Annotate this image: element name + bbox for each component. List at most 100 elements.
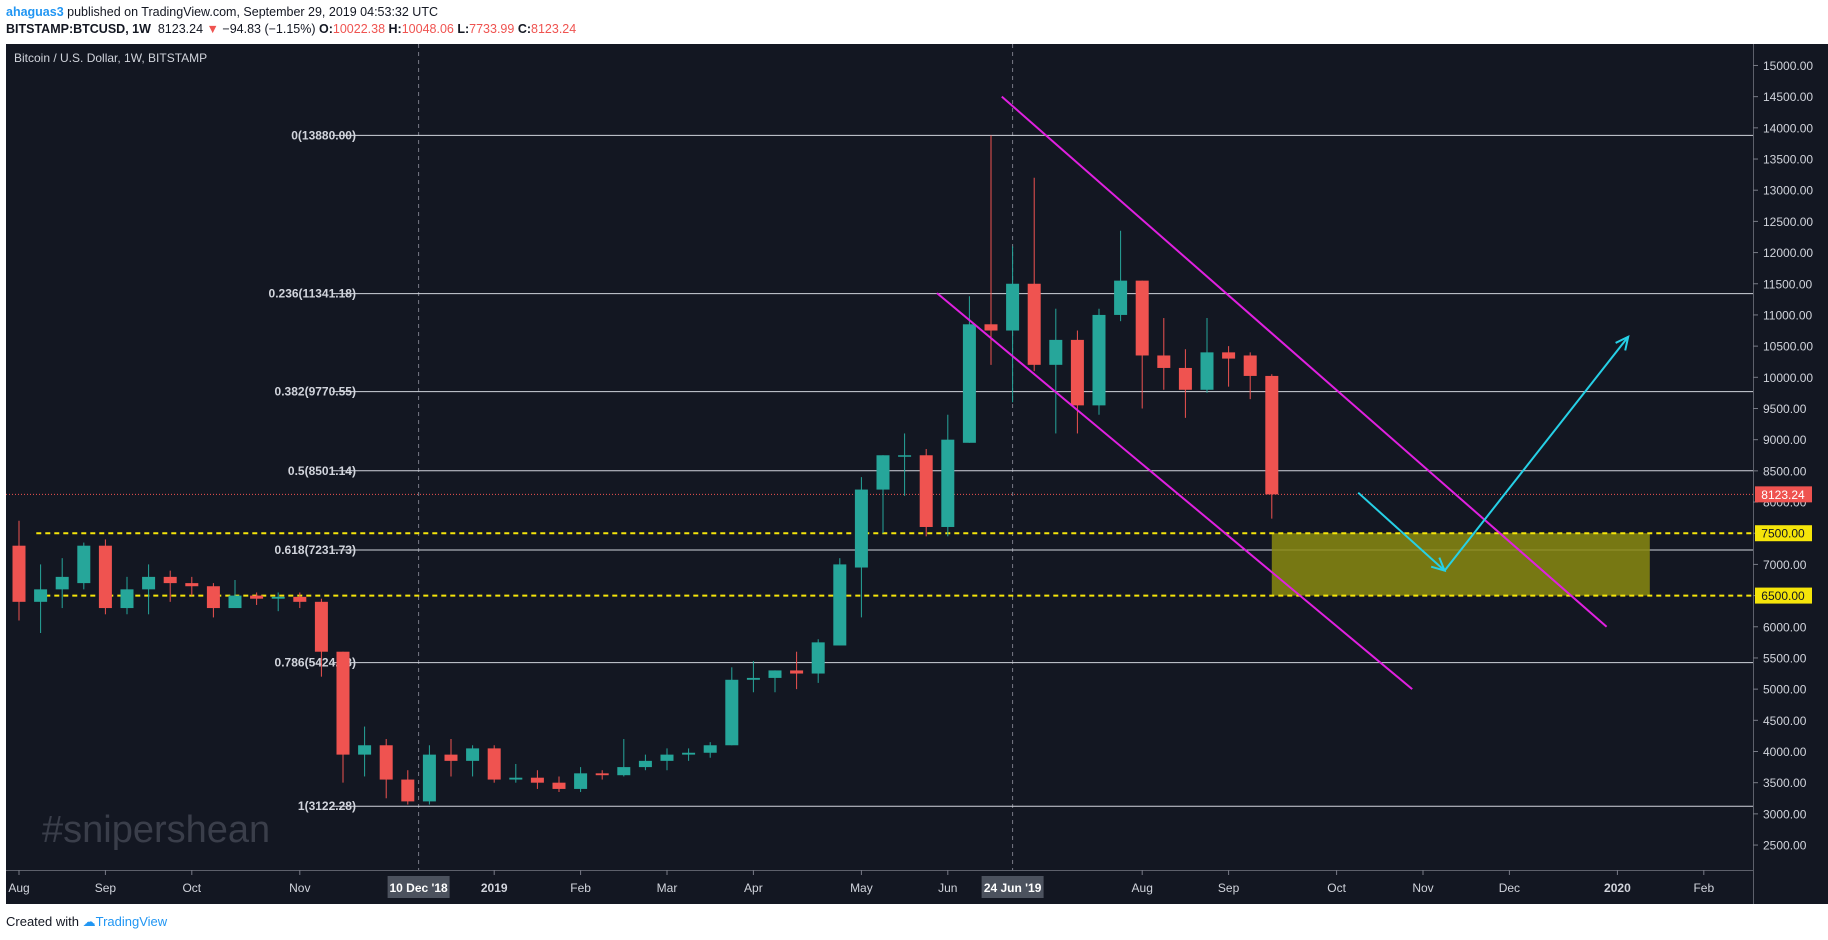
candle-body	[1222, 352, 1236, 359]
forecast-arrowhead-down	[1430, 557, 1447, 573]
candle-body	[574, 773, 588, 789]
candle-body	[228, 595, 242, 609]
y-tick-label: 8500.00	[1763, 464, 1807, 478]
candle-body	[833, 564, 847, 646]
y-tick-label: 10000.00	[1763, 371, 1813, 385]
candle-body	[185, 583, 199, 587]
candle-body	[77, 545, 91, 584]
y-tick-label: 13500.00	[1763, 153, 1813, 167]
candle-body	[1135, 280, 1149, 356]
candle-body	[1070, 339, 1084, 406]
candle-body	[293, 596, 307, 602]
candle-body	[401, 779, 415, 802]
candle-body	[55, 576, 69, 590]
x-tick-label: May	[850, 881, 873, 895]
y-tick-label: 15000.00	[1763, 59, 1813, 73]
x-tick-label: Nov	[289, 881, 310, 895]
candle-body	[768, 670, 782, 678]
last-price-label: 8123.24	[1761, 488, 1805, 502]
last-price-box	[1755, 486, 1812, 503]
candle-body	[984, 324, 998, 331]
x-tick-label: 2019	[481, 881, 508, 895]
candle-body	[1157, 355, 1171, 368]
candle-body	[1178, 367, 1192, 390]
horizontal-level-price-box	[1755, 525, 1812, 542]
candle-body	[1027, 283, 1041, 365]
y-tick-label: 3500.00	[1763, 776, 1807, 790]
y-tick-label: 2500.00	[1763, 839, 1807, 853]
candle-body	[638, 760, 652, 768]
y-tick-label: 3000.00	[1763, 807, 1807, 821]
candle-body	[379, 745, 393, 780]
x-tick-label: Feb	[570, 881, 591, 895]
x-tick-label: Oct	[1327, 881, 1346, 895]
fib-level-label: 0.382(9770.55)	[275, 385, 356, 399]
y-tick-label: 13000.00	[1763, 184, 1813, 198]
x-tick-label: Jun	[938, 881, 957, 895]
x-tick-label: Sep	[1218, 881, 1240, 895]
date-marker-box	[387, 876, 450, 898]
y-tick-label: 11000.00	[1763, 308, 1812, 322]
candle-body	[358, 745, 372, 755]
author-link[interactable]: ahaguas3	[6, 5, 64, 19]
current-price: 8123.24	[157, 22, 204, 36]
y-tick-label: 9000.00	[1763, 433, 1807, 447]
candle-body	[703, 745, 717, 753]
close-value: 8123.24	[531, 22, 577, 36]
candle-body	[422, 754, 436, 802]
date-marker-label: 10 Dec '18	[389, 881, 448, 895]
price-axis-background	[1753, 44, 1828, 904]
candle-body	[12, 545, 26, 602]
y-tick-label: 14500.00	[1763, 90, 1813, 104]
candle-body	[206, 586, 220, 609]
fib-level-label: 1(3122.28)	[298, 799, 356, 813]
y-tick-label: 10500.00	[1763, 340, 1813, 354]
x-tick-label: Oct	[182, 881, 201, 895]
high-value: 10048.06	[401, 22, 454, 36]
y-tick-label: 12500.00	[1763, 215, 1813, 229]
candle-body	[34, 589, 48, 602]
y-tick-label: 5500.00	[1763, 651, 1807, 665]
x-tick-label: 2020	[1604, 881, 1631, 895]
candle-body	[919, 455, 933, 527]
candle-body	[271, 596, 285, 599]
channel-trendline	[936, 292, 1413, 690]
tradingview-link[interactable]: TradingView	[95, 914, 168, 929]
x-tick-label: Mar	[657, 881, 678, 895]
footer: Created with ☁TradingView	[6, 914, 167, 930]
candle-body	[811, 642, 825, 674]
low-label: L:	[457, 22, 470, 36]
chart-title: Bitcoin / U.S. Dollar, 1W, BITSTAMP	[14, 51, 207, 65]
candle-body	[1200, 352, 1214, 390]
fib-level-label: 0.5(8501.14)	[288, 464, 356, 478]
channel-trendline	[1001, 95, 1608, 628]
fib-level-label: 0(13880.00)	[291, 128, 356, 142]
fib-level-label: 0.236(11341.18)	[269, 287, 356, 301]
candle-body	[876, 455, 890, 490]
candle-body	[595, 773, 609, 776]
forecast-path-segment	[1357, 491, 1446, 572]
y-tick-label: 5000.00	[1763, 683, 1807, 697]
candle-body	[1006, 283, 1020, 331]
candle-body	[552, 782, 566, 789]
watermark-text: #snipershean	[42, 809, 270, 851]
y-tick-label: 4000.00	[1763, 745, 1807, 759]
candle-body	[1092, 314, 1106, 406]
candle-body	[314, 601, 328, 652]
y-tick-label: 9500.00	[1763, 402, 1807, 416]
symbol-name: BITSTAMP:BTCUSD, 1W	[6, 22, 151, 36]
candle-body	[1243, 355, 1257, 376]
x-tick-label: Aug	[1132, 881, 1153, 895]
x-tick-label: Apr	[744, 881, 763, 895]
horizontal-level-price-box	[1755, 587, 1812, 604]
candle-body	[898, 455, 912, 457]
symbol-info: BITSTAMP:BTCUSD, 1W 8123.24 ▼ −94.83 (−1…	[6, 22, 576, 36]
candle-body	[163, 576, 177, 584]
candle-body	[660, 754, 674, 761]
candle-body	[962, 324, 976, 443]
candle-body	[682, 752, 696, 755]
close-label: C:	[517, 22, 532, 36]
horizontal-level-price-label: 6500.00	[1761, 589, 1805, 603]
candle-body	[530, 777, 544, 783]
